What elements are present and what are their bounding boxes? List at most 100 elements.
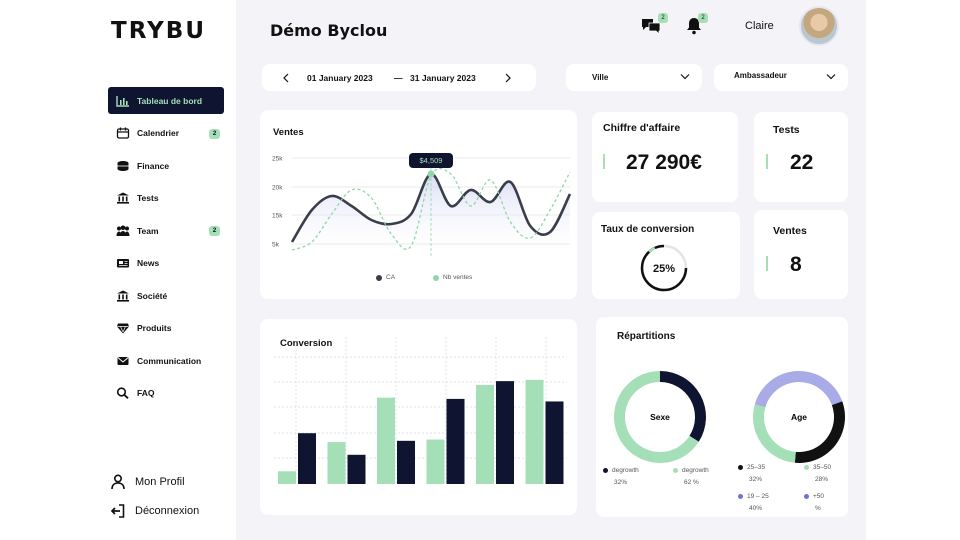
sidebar-item-label: FAQ xyxy=(137,388,155,398)
user-icon xyxy=(111,474,125,490)
tooltip-point[interactable] xyxy=(427,170,435,178)
legend-ca: CA xyxy=(376,274,395,281)
legend-label-nb-ventes: Nb ventes xyxy=(443,274,473,281)
legend-swatch xyxy=(603,468,608,473)
sidebar-item-calendar[interactable]: Calendrier 2 xyxy=(108,120,224,147)
city-select[interactable]: Ville xyxy=(566,64,702,91)
conversion-bar xyxy=(347,454,366,484)
avatar[interactable] xyxy=(799,6,839,46)
logout-link[interactable]: Déconnexion xyxy=(111,504,199,518)
team-badge: 2 xyxy=(209,226,220,236)
conversion-bar xyxy=(545,401,564,484)
sidebar-item-communication[interactable]: Communication xyxy=(108,347,224,374)
conversion-bar xyxy=(476,384,494,484)
legend-label: degrowth xyxy=(682,467,709,474)
legend-swatch-ca xyxy=(376,274,382,281)
distribution-donuts: Sexe Age xyxy=(614,371,845,463)
legend-label: degrowth xyxy=(612,467,639,474)
legend-swatch xyxy=(804,494,809,499)
sales-accent xyxy=(766,256,768,271)
revenue-title: Chiffre d'affaire xyxy=(603,122,681,134)
date-range-picker[interactable]: 01 January 2023 — 31 January 2023 xyxy=(262,64,536,91)
age-legend-value: % xyxy=(815,505,821,512)
app-logo: TRYBU xyxy=(111,18,207,44)
bell-icon xyxy=(687,18,701,35)
legend-swatch xyxy=(738,465,743,470)
messages-badge: 2 xyxy=(658,13,668,23)
gift-icon xyxy=(117,323,129,334)
legend-swatch xyxy=(804,465,809,470)
sidebar-item-dashboard[interactable]: Tableau de bord xyxy=(108,87,224,114)
logout-label: Déconnexion xyxy=(135,505,200,517)
bank-icon xyxy=(117,192,129,204)
sidebar-item-finance[interactable]: Finance xyxy=(108,152,224,179)
y-tick-label: 20k xyxy=(272,185,283,192)
y-tick-label: 25k xyxy=(272,156,283,163)
ambassador-select[interactable]: Ambassadeur xyxy=(714,64,848,91)
sex-legend-value: 32% xyxy=(614,479,628,486)
age-legend-item: 35–50 xyxy=(804,464,831,471)
donut-slice xyxy=(754,371,843,408)
page-title: Démo Byclou xyxy=(270,21,388,40)
sidebar-item-label: Tableau de bord xyxy=(137,95,203,106)
conversion-bar xyxy=(278,471,296,484)
sales-count-card: Ventes 8 xyxy=(754,210,848,299)
sidebar-item-label: Société xyxy=(137,290,168,301)
donut-slice xyxy=(753,404,796,463)
calendar-icon xyxy=(116,127,130,139)
y-tick-label: 15k xyxy=(272,213,283,220)
chevron-left-icon[interactable] xyxy=(283,73,289,83)
sex-legend-item: degrowth xyxy=(603,467,639,474)
legend-nb-ventes: Nb ventes xyxy=(433,274,472,281)
age-legend-value: 28% xyxy=(815,476,829,483)
notifications-badge: 2 xyxy=(698,13,708,23)
user-name[interactable]: Claire xyxy=(745,20,774,32)
date-separator: — xyxy=(394,73,403,83)
age-legend-value: 32% xyxy=(749,476,763,483)
sidebar-item-label: Communication xyxy=(137,355,202,366)
sex-legend-item: degrowth xyxy=(673,467,709,474)
conversion-chart-title: Conversion xyxy=(280,338,333,349)
chat-icon xyxy=(642,19,661,35)
sidebar-nav: Tableau de bord Calendrier 2 Finance Tes… xyxy=(108,87,224,412)
conversion-rate-card: Taux de conversion 25% xyxy=(592,212,740,299)
revenue-accent xyxy=(603,154,605,169)
notifications-button[interactable]: 2 xyxy=(686,13,708,40)
sidebar-item-label: Finance xyxy=(137,160,170,171)
sales-chart-title: Ventes xyxy=(273,127,304,138)
conversion-bar xyxy=(298,433,316,484)
conversion-bar xyxy=(397,440,415,484)
sales-chart-card: Ventes 25k 20k 15k 5k $4,509 CA Nb ventes xyxy=(260,110,577,299)
legend-label: 25–35 xyxy=(747,464,766,471)
tooltip-label: $4,509 xyxy=(420,156,443,165)
legend-label: +50 xyxy=(813,493,825,500)
profile-link[interactable]: Mon Profil xyxy=(111,474,185,490)
logout-icon xyxy=(111,504,125,518)
conversion-rate-ring: 25% xyxy=(640,244,688,292)
sidebar-item-label: Calendrier xyxy=(137,128,180,138)
conversion-chart-card: Conversion xyxy=(260,319,577,515)
distribution-title: Répartitions xyxy=(617,331,676,342)
sidebar-item-news[interactable]: News xyxy=(108,250,224,277)
tests-value: 22 xyxy=(790,151,814,174)
nb-ventes-line xyxy=(291,167,571,251)
chevron-right-icon[interactable] xyxy=(505,73,511,83)
sidebar-item-tests[interactable]: Tests xyxy=(108,185,224,212)
legend-label: 19 – 25 xyxy=(747,493,769,500)
sidebar-item-label: Team xyxy=(137,225,159,236)
bar-chart-icon xyxy=(116,95,129,107)
y-tick-label: 5k xyxy=(272,242,280,249)
legend-label-ca: CA xyxy=(386,274,396,281)
calendar-badge: 2 xyxy=(209,128,220,139)
sidebar-item-faq[interactable]: FAQ xyxy=(108,380,224,407)
sex-donut xyxy=(614,371,706,463)
age-donut-label: Age xyxy=(791,412,807,422)
sidebar-item-team[interactable]: Team 2 xyxy=(108,217,224,244)
date-start: 01 January 2023 xyxy=(307,73,373,83)
sidebar-item-products[interactable]: Produits xyxy=(108,315,224,342)
people-icon xyxy=(116,225,130,236)
chevron-down-icon xyxy=(680,74,690,80)
sidebar-item-company[interactable]: Société xyxy=(108,282,224,309)
messages-button[interactable]: 2 xyxy=(640,13,668,40)
search-icon xyxy=(116,387,129,399)
